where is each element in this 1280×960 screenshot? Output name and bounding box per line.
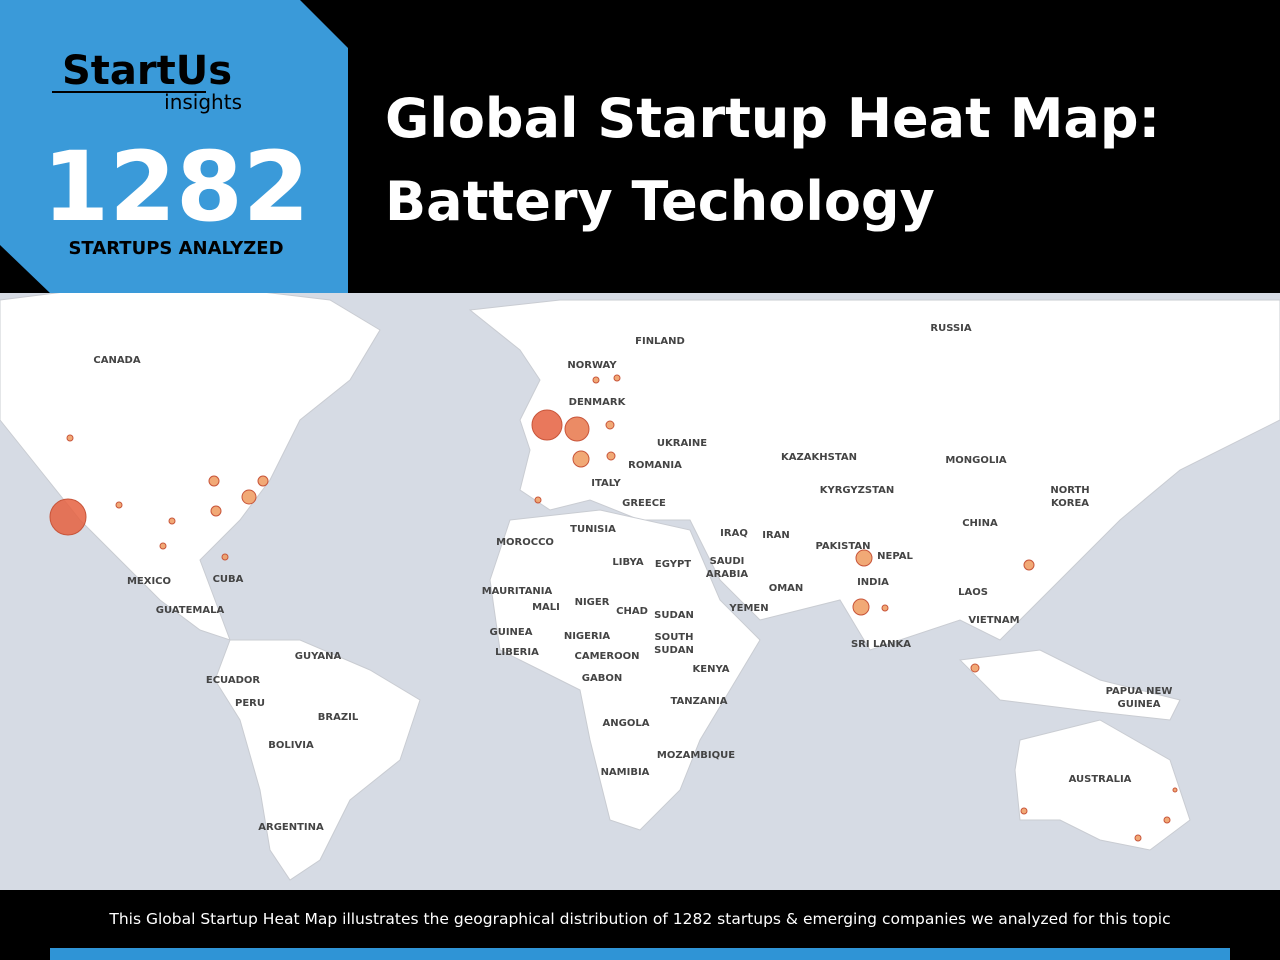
country-label: CHINA bbox=[962, 518, 998, 529]
country-label: ANGOLA bbox=[603, 718, 650, 729]
country-label: GUINEA bbox=[490, 627, 533, 638]
country-label: SUDAN bbox=[654, 645, 694, 656]
country-label: NAMIBIA bbox=[601, 767, 650, 778]
country-label: PAPUA NEW bbox=[1106, 686, 1173, 697]
country-label: NORWAY bbox=[567, 360, 617, 371]
country-label: LIBYA bbox=[612, 557, 643, 568]
count-box bbox=[0, 0, 348, 293]
country-label: DENMARK bbox=[569, 397, 627, 408]
country-label: CUBA bbox=[213, 574, 244, 585]
title-line: Global Startup Heat Map: bbox=[385, 87, 1160, 150]
country-label: NORTH bbox=[1050, 485, 1089, 496]
logo-sub: insights bbox=[164, 90, 242, 114]
country-label: PAKISTAN bbox=[816, 541, 871, 552]
country-label: SRI LANKA bbox=[851, 639, 911, 650]
country-label: CHAD bbox=[616, 606, 648, 617]
country-label: MAURITANIA bbox=[482, 586, 553, 597]
country-label: CANADA bbox=[93, 355, 140, 366]
country-label: OMAN bbox=[769, 583, 804, 594]
country-label: TUNISIA bbox=[570, 524, 616, 535]
country-label: EGYPT bbox=[655, 559, 691, 570]
country-label: SAUDI bbox=[710, 556, 745, 567]
country-label: FINLAND bbox=[635, 336, 685, 347]
country-label: KENYA bbox=[693, 664, 730, 675]
country-label: ROMANIA bbox=[628, 460, 682, 471]
country-label: PERU bbox=[235, 698, 265, 709]
country-label: IRAN bbox=[762, 530, 790, 541]
country-label: TANZANIA bbox=[671, 696, 728, 707]
logo: StartUs bbox=[62, 48, 232, 94]
startup-count: 1282 bbox=[42, 131, 309, 243]
country-label: NIGERIA bbox=[564, 631, 611, 642]
country-label: KOREA bbox=[1051, 498, 1089, 509]
country-label: GABON bbox=[582, 673, 622, 684]
country-label: GUINEA bbox=[1118, 699, 1161, 710]
country-label: SUDAN bbox=[654, 610, 694, 621]
country-label: NEPAL bbox=[877, 551, 913, 562]
title-line: Battery Techology bbox=[385, 170, 935, 233]
country-labels: CANADA RUSSIA FINLAND NORWAY DENMARK UKRAINE R… bbox=[93, 323, 1172, 833]
country-label: LAOS bbox=[958, 587, 988, 598]
country-label: ARGENTINA bbox=[258, 822, 324, 833]
country-label: MOZAMBIQUE bbox=[657, 750, 735, 761]
country-label: SOUTH bbox=[654, 632, 693, 643]
startup-bubbles bbox=[49, 374, 1178, 842]
count-label: STARTUPS ANALYZED bbox=[68, 238, 283, 259]
footer-bar bbox=[50, 948, 1230, 960]
country-label: GUYANA bbox=[295, 651, 342, 662]
country-label: ITALY bbox=[591, 478, 621, 489]
country-label: KYRGYZSTAN bbox=[820, 485, 895, 496]
country-label: MONGOLIA bbox=[945, 455, 1007, 466]
country-label: GREECE bbox=[622, 498, 666, 509]
country-label: CAMEROON bbox=[575, 651, 640, 662]
country-label: ARABIA bbox=[706, 569, 749, 580]
country-label: AUSTRALIA bbox=[1069, 774, 1132, 785]
country-label: KAZAKHSTAN bbox=[781, 452, 857, 463]
land bbox=[0, 279, 1280, 881]
country-label: IRAQ bbox=[720, 528, 748, 539]
country-label: MEXICO bbox=[127, 576, 171, 587]
country-label: MOROCCO bbox=[496, 537, 554, 548]
country-label: INDIA bbox=[857, 577, 889, 588]
country-label: LIBERIA bbox=[495, 647, 539, 658]
country-label: NIGER bbox=[575, 597, 610, 608]
country-label: VIETNAM bbox=[968, 615, 1019, 626]
country-label: MALI bbox=[532, 602, 560, 613]
country-label: GUATEMALA bbox=[156, 605, 225, 616]
country-label: UKRAINE bbox=[657, 438, 707, 449]
country-label: BOLIVIA bbox=[268, 740, 314, 751]
footer-text: This Global Startup Heat Map illustrates… bbox=[108, 910, 1170, 928]
country-label: ECUADOR bbox=[206, 675, 261, 686]
country-label: RUSSIA bbox=[930, 323, 971, 334]
country-label: BRAZIL bbox=[318, 712, 359, 723]
country-label: YEMEN bbox=[728, 603, 768, 614]
